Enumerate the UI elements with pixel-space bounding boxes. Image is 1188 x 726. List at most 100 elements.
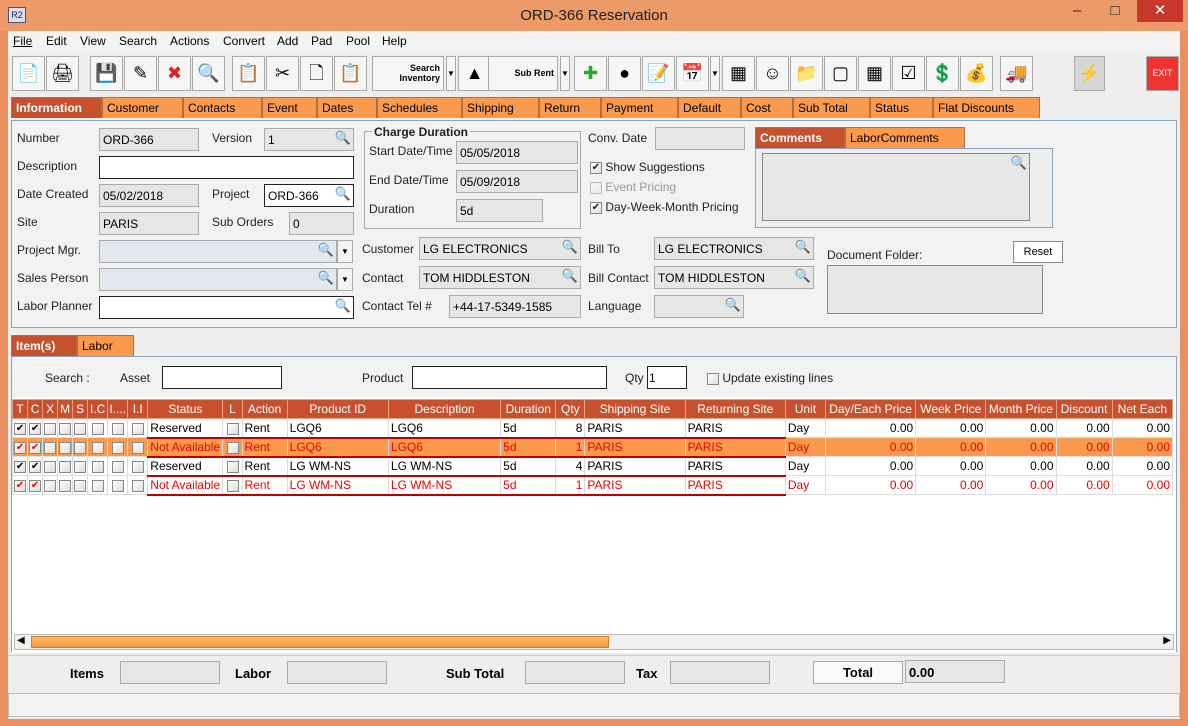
description-input[interactable] — [99, 156, 354, 179]
menu-pool[interactable]: Pool — [346, 34, 371, 48]
bill-to-field[interactable]: LG ELECTRONICS 🔍 — [654, 237, 814, 260]
search-icon[interactable]: 🔍 — [334, 130, 351, 145]
checkbox[interactable] — [111, 479, 124, 492]
scroll-right-icon[interactable]: ▶ — [1163, 635, 1171, 646]
checkbox[interactable]: ✔ — [29, 460, 42, 473]
checkbox[interactable] — [91, 422, 104, 435]
cell-discount[interactable]: 0.00 — [1055, 418, 1113, 438]
cell-ret[interactable]: PARIS — [684, 456, 786, 476]
cell-duration[interactable]: 5d — [500, 418, 557, 438]
menu-search[interactable]: Search — [119, 34, 158, 48]
contact-tel-field[interactable]: +44-17-5349-1585 — [449, 295, 581, 318]
paste-icon[interactable]: 📋 — [334, 56, 367, 91]
checkbox[interactable]: ✔ — [29, 479, 42, 492]
tab-schedules[interactable]: Schedules — [377, 97, 462, 118]
cell-status[interactable]: Reserved — [147, 418, 224, 438]
row-checkbox[interactable] — [72, 418, 89, 438]
column-header[interactable]: Qty — [555, 399, 586, 419]
cell-product-id[interactable]: LGQ6 — [286, 418, 389, 438]
menu-help[interactable]: Help — [382, 34, 407, 48]
search-icon[interactable]: 🔍 — [794, 239, 811, 254]
cell-qty[interactable]: 8 — [555, 418, 586, 438]
cell-duration[interactable]: 5d — [500, 474, 557, 496]
cell-action[interactable]: Rent — [241, 436, 288, 458]
tab-customer[interactable]: Customer — [102, 97, 183, 118]
row-checkbox[interactable] — [107, 437, 129, 457]
comments-textarea[interactable]: 🔍 — [762, 153, 1030, 221]
search-icon[interactable]: 🔍 — [334, 298, 351, 313]
cell-status[interactable]: Not Available — [147, 436, 224, 458]
lock-checkbox[interactable] — [222, 474, 243, 496]
checkbox[interactable] — [44, 422, 57, 435]
reset-button[interactable]: Reset — [1013, 241, 1063, 263]
scroll-left-icon[interactable]: ◀ — [17, 635, 25, 646]
lock-checkbox[interactable] — [222, 418, 243, 438]
menu-edit[interactable]: Edit — [46, 34, 67, 48]
checkbox[interactable] — [131, 479, 144, 492]
new-document-icon[interactable]: 📄 — [12, 56, 45, 91]
search-icon[interactable]: 🔍 — [317, 242, 334, 257]
column-header[interactable]: Shipping Site — [584, 399, 686, 419]
row-checkbox[interactable] — [42, 456, 59, 476]
cell-qty[interactable]: 1 — [555, 436, 586, 458]
checkbox[interactable] — [44, 441, 57, 454]
cell-description[interactable]: LGQ6 — [387, 418, 502, 438]
cell-duration[interactable]: 5d — [500, 436, 557, 458]
checklist-icon[interactable]: ☑ — [892, 56, 925, 91]
row-checkbox[interactable] — [107, 475, 129, 495]
convert-document-icon[interactable]: 📋 — [232, 56, 265, 91]
tab-sub-total[interactable]: Sub Total — [793, 97, 870, 118]
cell-month[interactable]: 0.00 — [985, 475, 1057, 495]
cell-net[interactable]: 0.00 — [1111, 475, 1174, 495]
cell-unit[interactable]: Day — [784, 437, 826, 457]
language-field[interactable]: 🔍 — [654, 295, 744, 318]
cell-status[interactable]: Reserved — [147, 456, 224, 476]
column-header[interactable]: Duration — [500, 399, 557, 419]
checkbox[interactable]: ✔ — [29, 441, 42, 454]
row-checkbox[interactable] — [57, 437, 74, 457]
row-checkbox[interactable] — [42, 475, 59, 495]
cell-action[interactable]: Rent — [241, 418, 288, 438]
checkbox[interactable] — [74, 460, 87, 473]
checkbox[interactable] — [59, 441, 72, 454]
checkbox[interactable] — [59, 422, 72, 435]
search-icon[interactable]: 🔍 — [561, 239, 578, 254]
row-checkbox[interactable] — [57, 475, 74, 495]
search-icon[interactable]: 🔍 — [724, 297, 741, 312]
checkbox[interactable]: ✔ — [14, 479, 27, 492]
cell-week[interactable]: 0.00 — [915, 456, 987, 476]
smiley-icon[interactable]: ☺ — [756, 56, 789, 91]
checkbox[interactable] — [91, 460, 104, 473]
cell-unit[interactable]: Day — [784, 475, 826, 495]
tab-shipping[interactable]: Shipping — [462, 97, 539, 118]
column-header[interactable]: T — [11, 399, 29, 419]
minimize-button[interactable]: – — [1072, 2, 1082, 19]
cell-ret[interactable]: PARIS — [684, 436, 786, 458]
checkbox[interactable] — [131, 422, 144, 435]
column-header[interactable]: I.C — [87, 399, 109, 419]
cell-net[interactable]: 0.00 — [1111, 437, 1174, 457]
checkbox[interactable] — [226, 441, 239, 454]
row-checkbox[interactable] — [127, 456, 149, 476]
dwm-pricing-checkbox[interactable]: ✔ Day-Week-Month Pricing — [590, 200, 739, 214]
column-header[interactable]: Status — [147, 399, 224, 419]
cell-week[interactable]: 0.00 — [915, 475, 987, 495]
sales-person-dropdown[interactable]: ▼ — [337, 268, 353, 291]
add-remove-icon[interactable]: ✚ — [574, 56, 607, 91]
checkbox[interactable] — [59, 479, 72, 492]
checkbox[interactable] — [74, 422, 87, 435]
row-checkbox[interactable] — [127, 437, 149, 457]
lightning-icon[interactable]: ⚡ — [1074, 56, 1105, 91]
cell-day[interactable]: 0.00 — [824, 456, 917, 476]
cell-ret[interactable]: PARIS — [684, 474, 786, 496]
column-header[interactable]: Discount — [1055, 399, 1113, 419]
cell-ret[interactable]: PARIS — [684, 418, 786, 438]
labor-planner-field[interactable]: 🔍 — [99, 296, 354, 319]
eraser-icon[interactable]: ▢ — [824, 56, 857, 91]
checkbox[interactable] — [111, 460, 124, 473]
table-row[interactable]: ✔ ✔ Not Available Rent LG WM-NS LG WM-NS 5d 1 PA… — [11, 474, 1174, 496]
close-button[interactable]: ✕ — [1137, 0, 1183, 22]
save-icon[interactable]: 💾 — [90, 56, 123, 91]
row-checkbox[interactable] — [87, 437, 109, 457]
cell-discount[interactable]: 0.00 — [1055, 437, 1113, 457]
